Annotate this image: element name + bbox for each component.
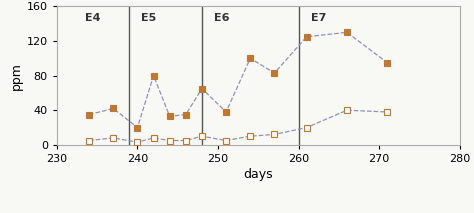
Text: E7: E7 (310, 13, 326, 23)
X-axis label: days: days (244, 168, 273, 181)
Text: E6: E6 (214, 13, 229, 23)
Text: E4: E4 (85, 13, 100, 23)
Y-axis label: ppm: ppm (9, 62, 23, 89)
Text: E5: E5 (142, 13, 157, 23)
